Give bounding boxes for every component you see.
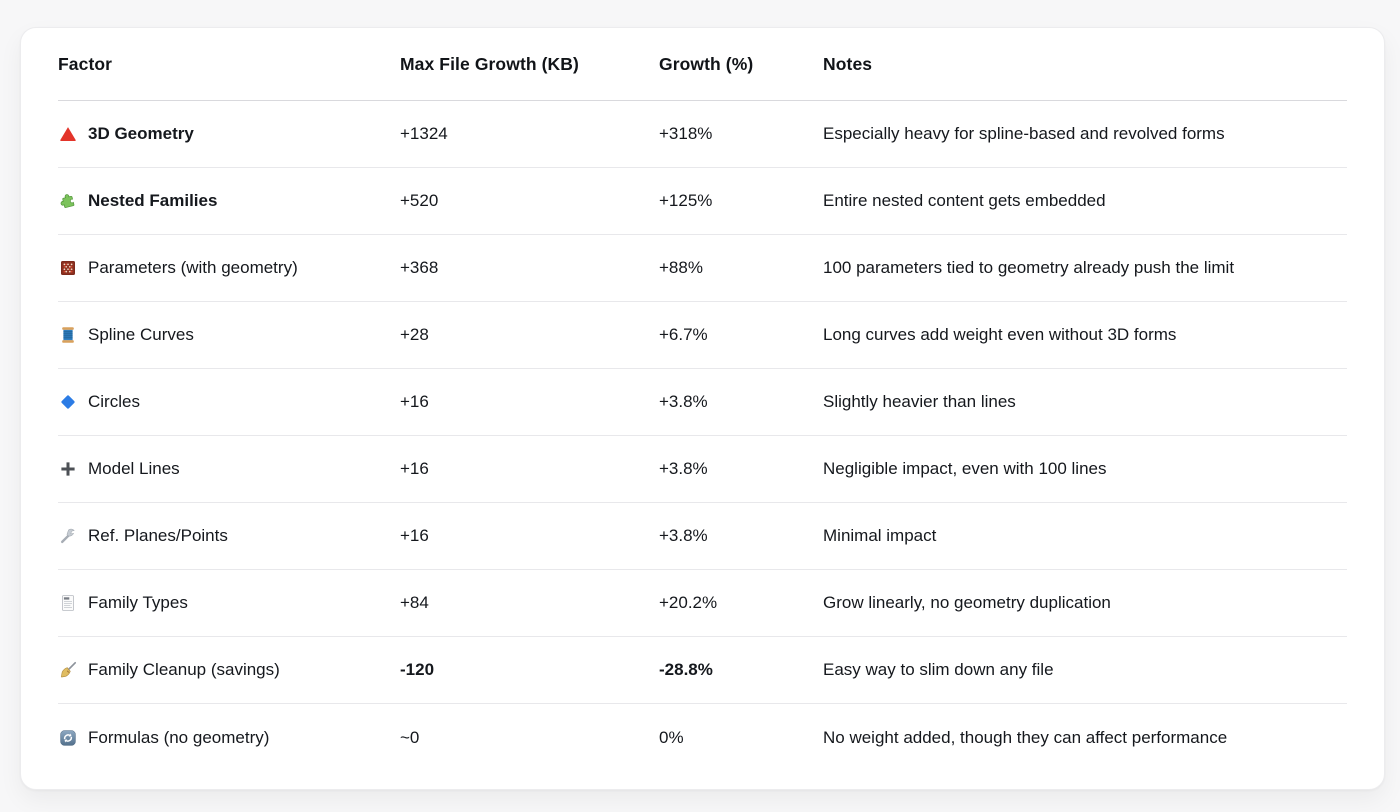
growth-pct-value: 0% xyxy=(659,727,684,747)
factor-cell: Nested Families xyxy=(58,191,400,211)
table-body: 3D Geometry +1324 +318% Especially heavy… xyxy=(58,101,1347,771)
factor-label: Spline Curves xyxy=(88,325,194,344)
table-row: Family Cleanup (savings) -120 -28.8% Eas… xyxy=(58,637,1347,704)
factor-cell: Ref. Planes/Points xyxy=(58,526,400,546)
notes-text: Long curves add weight even without 3D f… xyxy=(823,325,1177,344)
growth-pct-value: +3.8% xyxy=(659,459,708,478)
factor-label: Parameters (with geometry) xyxy=(88,258,298,277)
abacus-icon xyxy=(58,258,78,278)
notes-text: Entire nested content gets embedded xyxy=(823,191,1106,210)
notes-text: Slightly heavier than lines xyxy=(823,392,1016,411)
notes-text: Minimal impact xyxy=(823,526,937,545)
factors-table-card: Factor Max File Growth (KB) Growth (%) N… xyxy=(20,27,1385,790)
table-row: Nested Families +520 +125% Entire nested… xyxy=(58,168,1347,235)
thread-spool-icon xyxy=(58,325,78,345)
growth-kb-value: +16 xyxy=(400,526,429,545)
notes-text: Especially heavy for spline-based and re… xyxy=(823,124,1225,143)
plus-icon xyxy=(58,459,78,479)
growth-kb-value: +1324 xyxy=(400,124,448,143)
column-header-growth-pct: Growth (%) xyxy=(659,53,754,74)
table-row: Model Lines +16 +3.8% Negligible impact,… xyxy=(58,436,1347,503)
notepad-icon xyxy=(58,593,78,613)
column-header-factor: Factor xyxy=(58,53,113,74)
column-header-max-file-growth: Max File Growth (KB) xyxy=(400,53,579,74)
table-row: Circles +16 +3.8% Slightly heavier than … xyxy=(58,369,1347,436)
growth-kb-value: +16 xyxy=(400,392,429,411)
growth-pct-value: +20.2% xyxy=(659,593,718,612)
growth-kb-value: -120 xyxy=(400,660,435,679)
table-row: Formulas (no geometry) ~0 0% No weight a… xyxy=(58,704,1347,771)
factor-cell: Model Lines xyxy=(58,459,400,479)
factor-cell: Circles xyxy=(58,392,400,412)
factor-label: Family Cleanup (savings) xyxy=(88,660,280,679)
factor-cell: Spline Curves xyxy=(58,325,400,345)
column-header-notes: Notes xyxy=(823,53,873,74)
factor-label: Nested Families xyxy=(88,191,218,210)
factor-label: Formulas (no geometry) xyxy=(88,727,270,747)
growth-pct-value: +88% xyxy=(659,258,703,277)
table-row: Spline Curves +28 +6.7% Long curves add … xyxy=(58,302,1347,369)
notes-text: No weight added, though they can affect … xyxy=(823,727,1228,747)
notes-text: 100 parameters tied to geometry already … xyxy=(823,258,1235,277)
factor-label: 3D Geometry xyxy=(88,124,194,143)
factor-cell: 3D Geometry xyxy=(58,124,400,144)
growth-kb-value: +520 xyxy=(400,191,439,210)
table-row: Parameters (with geometry) +368 +88% 100… xyxy=(58,235,1347,302)
factor-label: Model Lines xyxy=(88,459,180,478)
factor-label: Circles xyxy=(88,392,140,411)
growth-kb-value: +16 xyxy=(400,459,429,478)
table-row: Family Types +84 +20.2% Grow linearly, n… xyxy=(58,570,1347,637)
wrench-icon xyxy=(58,526,78,546)
puzzle-piece-icon xyxy=(58,191,78,211)
notes-text: Grow linearly, no geometry duplication xyxy=(823,593,1111,612)
growth-kb-value: +368 xyxy=(400,258,439,277)
growth-kb-value: +84 xyxy=(400,593,429,612)
table-header-row: Factor Max File Growth (KB) Growth (%) N… xyxy=(58,28,1347,101)
factor-cell: Formulas (no geometry) xyxy=(58,728,400,748)
growth-pct-value: +3.8% xyxy=(659,526,708,545)
growth-pct-value: +318% xyxy=(659,124,713,143)
blue-diamond-icon xyxy=(58,392,78,412)
factor-label: Ref. Planes/Points xyxy=(88,526,228,545)
factor-cell: Parameters (with geometry) xyxy=(58,258,400,278)
growth-pct-value: +6.7% xyxy=(659,325,708,344)
broom-icon xyxy=(58,660,78,680)
notes-text: Negligible impact, even with 100 lines xyxy=(823,459,1107,478)
growth-pct-value: -28.8% xyxy=(659,660,713,679)
growth-pct-value: +3.8% xyxy=(659,392,708,411)
growth-pct-value: +125% xyxy=(659,191,713,210)
notes-text: Easy way to slim down any file xyxy=(823,660,1054,679)
red-triangle-icon xyxy=(58,124,78,144)
factor-cell: Family Cleanup (savings) xyxy=(58,660,400,680)
factor-cell: Family Types xyxy=(58,593,400,613)
growth-kb-value: ~0 xyxy=(400,727,420,747)
table-row: Ref. Planes/Points +16 +3.8% Minimal imp… xyxy=(58,503,1347,570)
table-row: 3D Geometry +1324 +318% Especially heavy… xyxy=(58,101,1347,168)
sync-arrows-icon xyxy=(58,728,78,748)
factor-label: Family Types xyxy=(88,593,188,612)
growth-kb-value: +28 xyxy=(400,325,429,344)
